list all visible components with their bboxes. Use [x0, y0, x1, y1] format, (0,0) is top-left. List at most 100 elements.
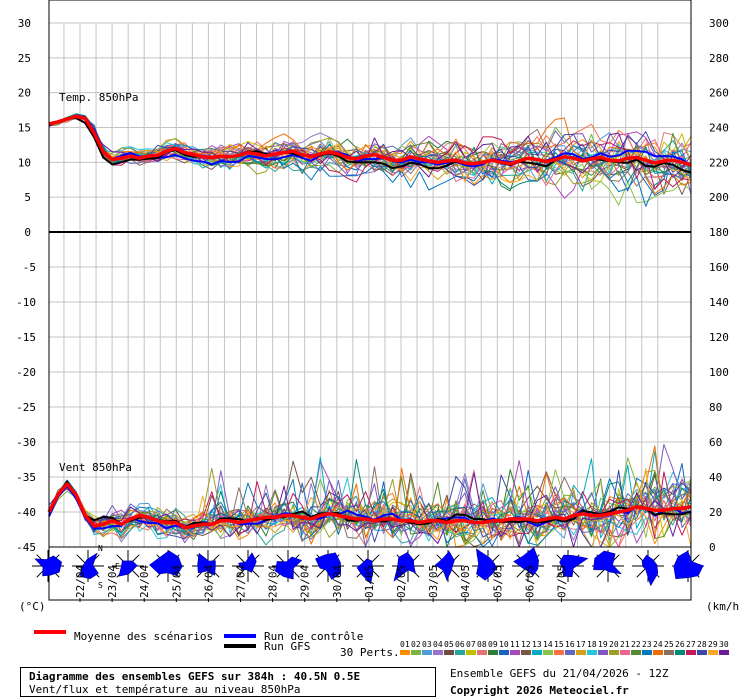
temp-tick-label: 15: [18, 122, 31, 135]
wind-tick-label: -15: [16, 331, 36, 344]
temp-right-tick-label: 280: [709, 52, 729, 65]
temp-tick-label: 25: [18, 52, 31, 65]
pert-swatch: [488, 650, 498, 655]
run-info: Ensemble GEFS du 21/04/2026 - 12Z: [450, 667, 669, 680]
pert-number: 18: [587, 640, 597, 649]
pert-swatch: [400, 650, 410, 655]
temp-right-tick-label: 220: [709, 156, 729, 169]
date-label: 05/05: [491, 565, 504, 598]
pert-swatch: [466, 650, 476, 655]
wind-rose: [149, 550, 184, 582]
wind-rose: [672, 550, 704, 582]
rose-north-label: N: [98, 544, 103, 553]
wind-member-line: [48, 468, 692, 547]
wind-rose: [192, 550, 224, 582]
date-label: 01/05: [363, 565, 376, 598]
pert-number: 13: [532, 640, 542, 649]
wind-right-tick-label: 60: [709, 436, 722, 449]
rose-petal: [673, 550, 704, 580]
rose-petal: [118, 560, 138, 577]
pert-number: 19: [598, 640, 608, 649]
pert-swatch: [686, 650, 696, 655]
pert-swatch: [631, 650, 641, 655]
rose-petal: [356, 558, 374, 585]
temp-tick-label: 20: [18, 87, 31, 100]
pert-swatch: [719, 650, 729, 655]
wind-rose: [232, 550, 264, 582]
copyright: Copyright 2026 Meteociel.fr: [450, 684, 629, 697]
pert-swatch: [532, 650, 542, 655]
rose-petal: [274, 556, 303, 580]
pert-swatch: [598, 650, 608, 655]
pert-number: 27: [686, 640, 696, 649]
pert-number: 25: [664, 640, 674, 649]
pert-number: 12: [521, 640, 531, 649]
date-label: 07/05: [556, 565, 569, 598]
date-label: 24/04: [138, 565, 151, 598]
pert-number: 26: [675, 640, 685, 649]
pert-number: 15: [554, 640, 564, 649]
pert-number: 01: [400, 640, 410, 649]
pert-swatch: [620, 650, 630, 655]
wind-member-line: [48, 471, 692, 542]
temp-member-line: [48, 116, 692, 180]
temp-right-tick-label: 180: [709, 226, 729, 239]
chart-title: Diagramme des ensembles GEFS sur 384h : …: [29, 670, 361, 683]
wind-rose: [432, 550, 464, 582]
temp-tick-label: 10: [18, 156, 31, 169]
rose-south-label: S: [98, 581, 103, 590]
pert-swatch: [653, 650, 663, 655]
rose-petal: [315, 552, 342, 580]
date-label: 30/04: [331, 565, 344, 598]
speed-unit-label: (km/h): [706, 600, 740, 613]
pert-swatch: [609, 650, 619, 655]
pert-number: 11: [510, 640, 520, 649]
pert-swatch: [422, 650, 432, 655]
wind-rose: [472, 548, 504, 582]
pert-swatch: [510, 650, 520, 655]
date-label: 25/04: [170, 565, 183, 598]
rose-petal: [593, 550, 623, 575]
pert-number: 29: [708, 640, 718, 649]
pert-swatch: [642, 650, 652, 655]
pert-swatch: [499, 650, 509, 655]
date-label: 28/04: [267, 565, 280, 598]
pert-number: 14: [543, 640, 553, 649]
temp-tick-label: 0: [24, 226, 31, 239]
wind-rose: [632, 550, 664, 587]
temp-mean-line: [48, 114, 692, 167]
wind-rose: [32, 550, 64, 582]
pert-swatch: [708, 650, 718, 655]
rose-petal: [513, 546, 539, 577]
temp-right-tick-label: 240: [709, 122, 729, 135]
wind-rose: [552, 550, 589, 582]
pert-number: 10: [499, 640, 509, 649]
pert-number: 06: [455, 640, 465, 649]
temp-right-tick-label: 200: [709, 191, 729, 204]
rose-petal: [238, 552, 257, 573]
legend-mean-label: Moyenne des scénarios: [74, 630, 213, 643]
main-series-lines: [47, 114, 692, 530]
date-label: 27/04: [235, 565, 248, 598]
wind-right-tick-label: 100: [709, 366, 729, 379]
perturbation-lines: [48, 113, 692, 548]
wind-tick-label: -25: [16, 401, 36, 414]
chart-grid: [49, 22, 691, 548]
pert-number: 17: [576, 640, 586, 649]
pert-number: 21: [620, 640, 630, 649]
date-label: 23/04: [106, 565, 119, 598]
plot-frame: [48, 0, 692, 548]
date-label: 22/04: [74, 565, 87, 598]
temp-tick-label: 5: [24, 191, 31, 204]
pert-swatch: [664, 650, 674, 655]
pert-number: 05: [444, 640, 454, 649]
pert-number: 02: [411, 640, 421, 649]
pert-swatch: [411, 650, 421, 655]
rose-petal: [475, 548, 497, 581]
wind-mean-line: [47, 482, 692, 530]
rose-petal: [80, 552, 99, 580]
pert-number: 20: [609, 640, 619, 649]
legend-control-label: Run de contrôle: [264, 630, 363, 643]
